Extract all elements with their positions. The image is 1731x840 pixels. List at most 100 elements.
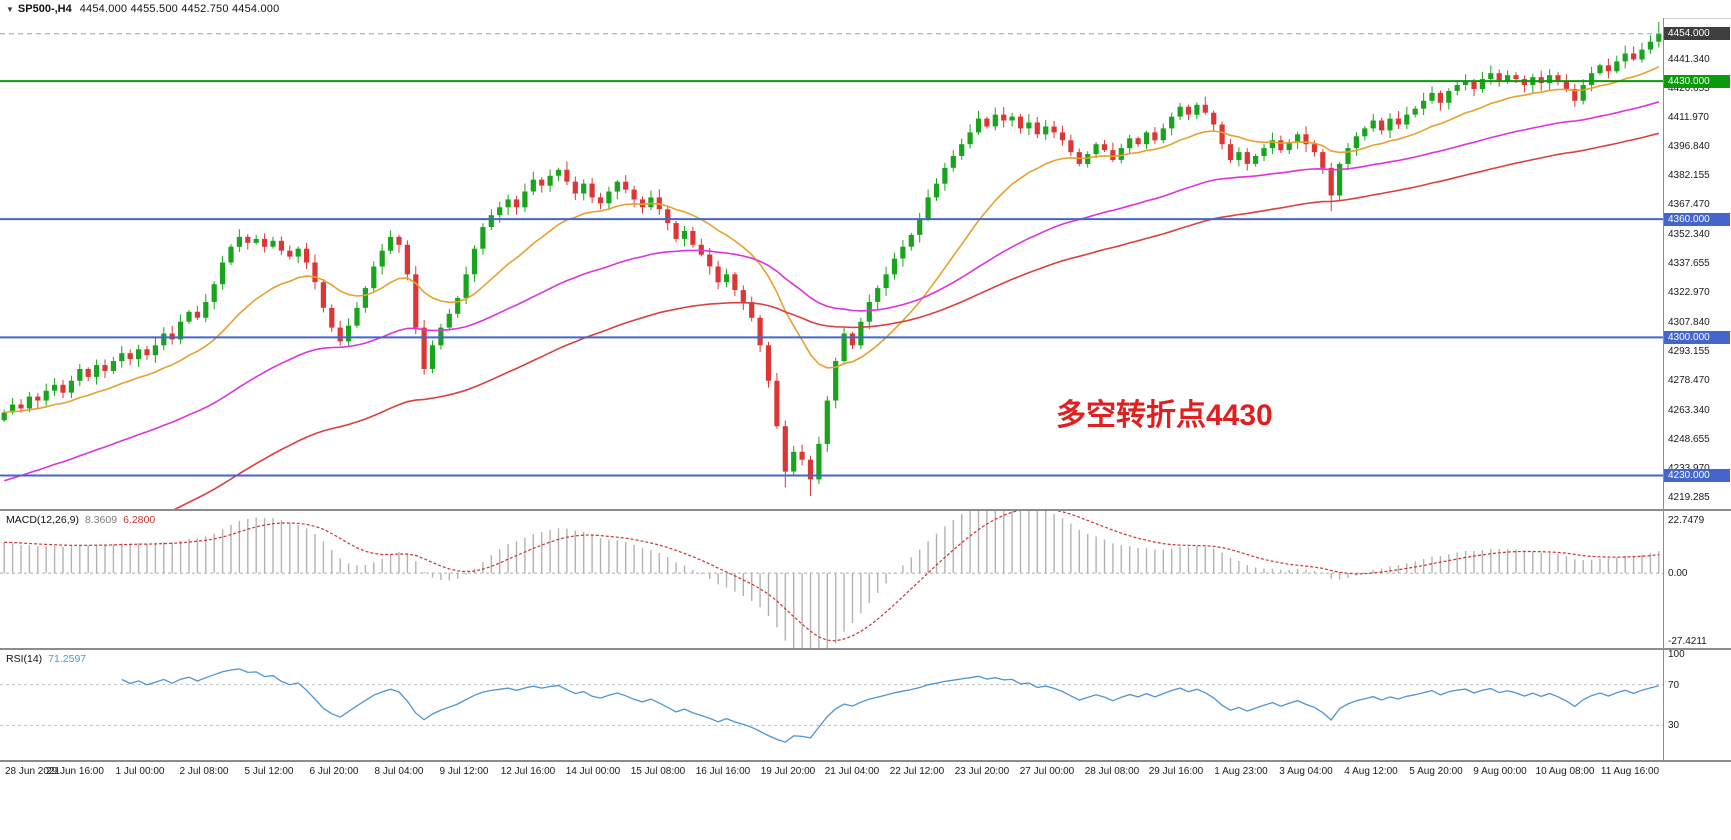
rsi-canvas[interactable]	[0, 650, 1663, 760]
candle-body	[1269, 140, 1275, 149]
price-chart-canvas[interactable]	[0, 18, 1663, 509]
macd-canvas[interactable]	[0, 511, 1663, 648]
candle-body	[1160, 128, 1166, 141]
price-axis-label: 4248.655	[1668, 434, 1710, 445]
candle-body	[1311, 144, 1317, 153]
candle-body	[1320, 152, 1326, 168]
macd-main-value: 8.3609	[84, 514, 118, 526]
time-axis-label: 28 Jul 08:00	[1084, 766, 1140, 777]
candle-body	[1345, 148, 1351, 164]
price-axis-label: 4396.840	[1668, 141, 1710, 152]
candle-body	[1353, 136, 1359, 149]
candle-body	[799, 451, 805, 460]
time-axis-label: 16 Jul 16:00	[695, 766, 751, 777]
candle-body	[287, 250, 293, 257]
candle-body	[875, 288, 881, 302]
panel-separator[interactable]	[0, 648, 1731, 650]
candle-body	[1286, 142, 1292, 151]
candle-body	[1244, 152, 1250, 164]
chart-header: ▼ SP500-,H4 4454.000 4455.500 4452.750 445…	[0, 0, 1731, 19]
candle-body	[1017, 116, 1024, 129]
rsi-panel[interactable]	[0, 650, 1663, 760]
rsi-axis-label: 100	[1668, 649, 1685, 660]
candle-body	[1471, 81, 1477, 89]
price-axis-label: 4352.340	[1668, 229, 1710, 240]
candle-body	[320, 282, 326, 308]
candle-body	[94, 365, 100, 377]
candle-body	[513, 199, 520, 208]
candle-body	[480, 227, 486, 249]
time-axis-label: 29 Jul 16:00	[1148, 766, 1204, 777]
time-axis-label: 29 Jun 16:00	[46, 766, 104, 777]
candle-body	[505, 199, 511, 208]
candle-body	[388, 236, 394, 251]
time-axis-label: 12 Jul 16:00	[500, 766, 556, 777]
candle-body	[161, 333, 167, 346]
candle-body	[690, 231, 696, 245]
candle-body	[933, 183, 940, 198]
candle-body	[1479, 79, 1485, 89]
candle-body	[119, 353, 125, 362]
candle-body	[1, 412, 7, 421]
candle-body	[1387, 118, 1393, 131]
candle-body	[1404, 114, 1410, 125]
price-axis-label: 4322.970	[1668, 287, 1710, 298]
rsi-axis-label: 30	[1668, 720, 1680, 731]
time-axis-label: 27 Jul 00:00	[1019, 766, 1075, 777]
candle-body	[1085, 154, 1091, 164]
candle-body	[1043, 126, 1049, 135]
candle-body	[757, 317, 763, 346]
candle-body	[35, 396, 41, 401]
candle-body	[1059, 132, 1066, 141]
candle-body	[908, 234, 914, 247]
candle-body	[665, 209, 671, 224]
candle-body	[1101, 144, 1108, 151]
candle-body	[1211, 112, 1217, 125]
candle-body	[26, 396, 32, 409]
candle-body	[1437, 92, 1443, 103]
candle-body	[396, 236, 402, 245]
candle-body	[136, 349, 142, 360]
time-axis-label: 15 Jul 08:00	[630, 766, 686, 777]
candle-body	[555, 169, 562, 176]
price-badge-4230.000: 4230.000	[1664, 469, 1730, 482]
candle-body	[1639, 49, 1645, 60]
candle-body	[833, 361, 839, 401]
macd-axis-label: -27.4211	[1668, 636, 1707, 647]
candle-body	[312, 262, 318, 283]
candle-body	[1446, 91, 1452, 103]
candle-body	[891, 258, 898, 275]
panel-separator[interactable]	[0, 509, 1731, 511]
candle-body	[455, 298, 461, 314]
candle-body	[77, 369, 83, 381]
candle-body	[236, 236, 242, 247]
candle-body	[1362, 128, 1368, 137]
candle-body	[791, 451, 797, 472]
candle-body	[1580, 85, 1586, 101]
symbol-timeframe-label: SP500-,H4	[17, 3, 72, 15]
macd-panel[interactable]	[0, 511, 1663, 648]
candle-body	[1034, 122, 1040, 135]
candle-body	[1068, 140, 1074, 153]
candle-body	[1555, 75, 1561, 82]
candle-body	[673, 223, 679, 239]
candle-body	[942, 167, 948, 184]
candle-body	[186, 311, 192, 322]
price-axis-label: 4382.155	[1668, 170, 1710, 181]
symbol-dropdown-icon[interactable]: ▼	[6, 5, 14, 14]
candle-body	[337, 327, 343, 342]
candle-body	[1194, 104, 1200, 115]
candle-body	[1463, 81, 1469, 85]
candle-body	[849, 333, 856, 346]
candle-body	[1454, 85, 1460, 91]
price-chart-panel[interactable]	[0, 18, 1663, 509]
time-axis-label: 4 Aug 12:00	[1344, 766, 1398, 777]
candle-body	[925, 197, 931, 220]
fast-ma-line	[4, 65, 1660, 414]
candle-body	[253, 238, 259, 243]
price-axis-label: 4263.340	[1668, 405, 1710, 416]
candle-body	[1622, 53, 1628, 62]
candle-body	[1337, 163, 1343, 196]
candle-body	[959, 144, 965, 156]
candle-body	[782, 426, 788, 472]
